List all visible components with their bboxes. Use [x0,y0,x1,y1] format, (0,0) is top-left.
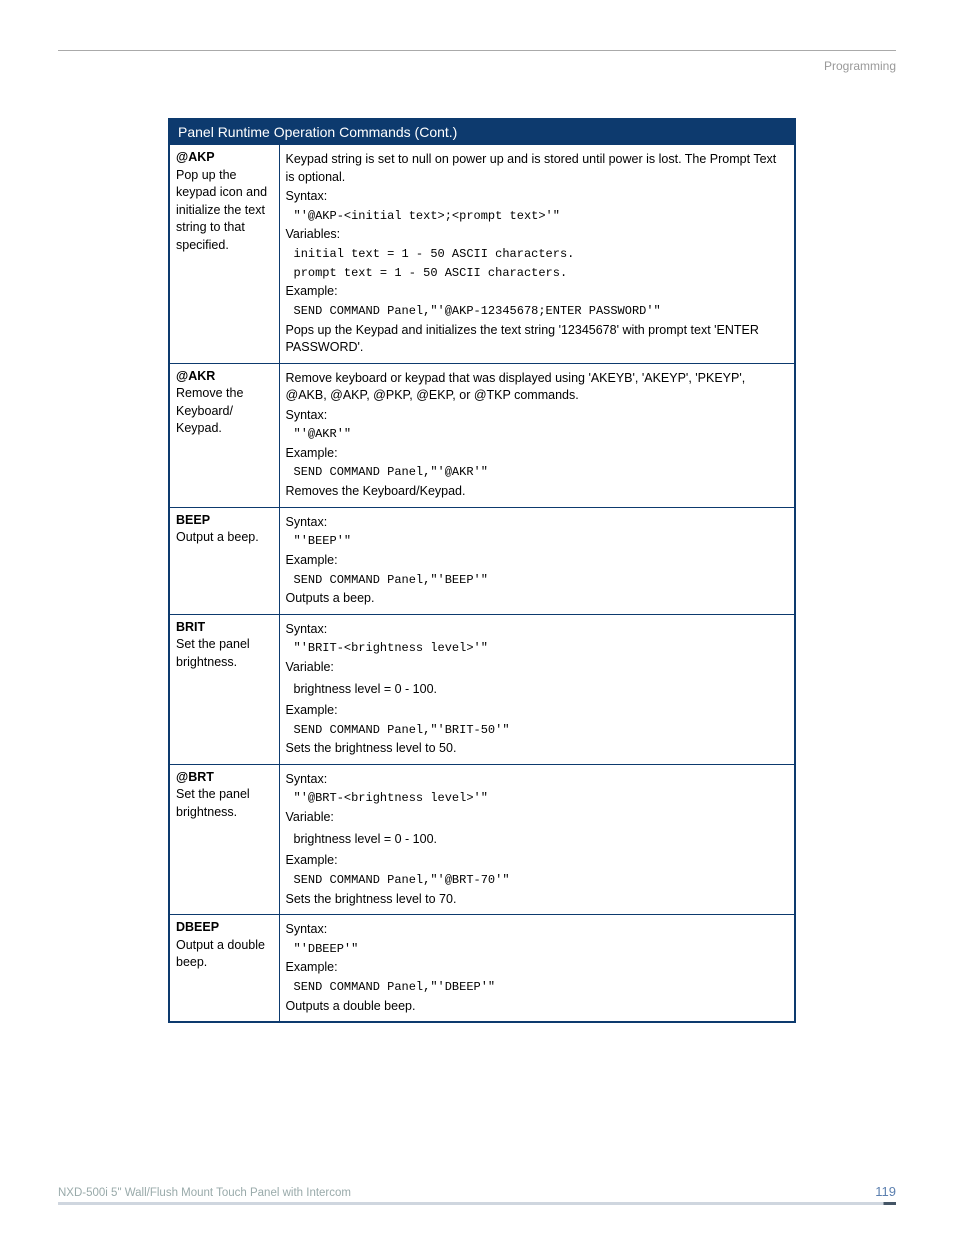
code-line: "'@AKP-<initial text>;<prompt text>'" [286,208,789,225]
command-cell: DBEEPOutput a double beep. [169,915,279,1023]
command-name: BEEP [176,512,273,530]
description-cell: Syntax: "'DBEEP'"Example: SEND COMMAND Pan… [279,915,795,1023]
text-line: Example: [286,702,789,720]
text-line: Outputs a double beep. [286,998,789,1016]
command-summary: Output a double beep. [176,937,273,972]
code-line: SEND COMMAND Panel,"'@BRT-70'" [286,872,789,889]
text-line: Sets the brightness level to 70. [286,891,789,909]
table-row: @BRTSet the panel brightness.Syntax:"'@B… [169,764,795,914]
code-line: "'BEEP'" [286,533,789,550]
code-line: SEND COMMAND Panel,"'@AKP-12345678;ENTER… [286,303,789,320]
text-line: Example: [286,283,789,301]
description-cell: Keypad string is set to null on power up… [279,145,795,364]
description-cell: Syntax:"'BEEP'" Example: SEND COMMAND Pane… [279,507,795,614]
code-line: prompt text = 1 - 50 ASCII characters. [286,265,789,282]
page-footer: NXD-500i 5" Wall/Flush Mount Touch Panel… [58,1184,896,1199]
text-line: Syntax: [286,771,789,789]
command-name: DBEEP [176,919,273,937]
text-line: Example: [286,552,789,570]
command-name: BRIT [176,619,273,637]
code-line: brightness level = 0 - 100. [286,681,789,699]
code-line: SEND COMMAND Panel,"'BEEP'" [286,572,789,589]
description-cell: Remove keyboard or keypad that was displ… [279,363,795,507]
footer-doc-title: NXD-500i 5" Wall/Flush Mount Touch Panel… [58,1187,351,1199]
text-line: Keypad string is set to null on power up… [286,151,789,186]
description-cell: Syntax:"'BRIT-<brightness level>'" Variab… [279,614,795,764]
text-line: Removes the Keyboard/Keypad. [286,483,789,501]
text-line: Sets the brightness level to 50. [286,740,789,758]
command-summary: Remove the Keyboard/ Keypad. [176,385,273,438]
command-summary: Output a beep. [176,529,273,547]
header-divider [58,50,896,51]
code-line: brightness level = 0 - 100. [286,831,789,849]
command-cell: @AKRRemove the Keyboard/ Keypad. [169,363,279,507]
command-cell: @BRTSet the panel brightness. [169,764,279,914]
command-summary: Pop up the keypad icon and initialize th… [176,167,273,255]
section-label: Programming [58,59,896,73]
code-line: SEND COMMAND Panel,"'BRIT-50'" [286,722,789,739]
table-row: @AKRRemove the Keyboard/ Keypad.Remove k… [169,363,795,507]
text-line: Example: [286,959,789,977]
text-line: Example: [286,445,789,463]
table-row: BRITSet the panel brightness.Syntax:"'BR… [169,614,795,764]
command-cell: BRITSet the panel brightness. [169,614,279,764]
text-line: Syntax: [286,621,789,639]
code-line: "'DBEEP'" [286,941,789,958]
table-row: @AKPPop up the keypad icon and initializ… [169,145,795,364]
text-line: Syntax: [286,514,789,532]
code-line: "'@AKR'" [286,426,789,443]
text-line: Syntax: [286,188,789,206]
commands-table: Panel Runtime Operation Commands (Cont.)… [168,118,796,1023]
command-name: @AKP [176,149,273,167]
text-line: Variable: [286,809,789,827]
code-line: "'BRIT-<brightness level>'" [286,640,789,657]
table-row: BEEPOutput a beep. Syntax:"'BEEP'" Example… [169,507,795,614]
code-line: SEND COMMAND Panel,"'@AKR'" [286,464,789,481]
table-header: Panel Runtime Operation Commands (Cont.) [169,119,795,145]
footer-divider [58,1202,896,1205]
page-number: 119 [875,1184,896,1199]
code-line: SEND COMMAND Panel,"'DBEEP'" [286,979,789,996]
text-line: Variable: [286,659,789,677]
text-line: Variables: [286,226,789,244]
command-name: @AKR [176,368,273,386]
description-cell: Syntax:"'@BRT-<brightness level>'" Variab… [279,764,795,914]
text-line: Outputs a beep. [286,590,789,608]
command-cell: BEEPOutput a beep. [169,507,279,614]
text-line: Syntax: [286,921,789,939]
text-line: Example: [286,852,789,870]
text-line: Pops up the Keypad and initializes the t… [286,322,789,357]
text-line: Syntax: [286,407,789,425]
code-line: initial text = 1 - 50 ASCII characters. [286,246,789,263]
command-summary: Set the panel brightness. [176,636,273,671]
command-name: @BRT [176,769,273,787]
code-line: "'@BRT-<brightness level>'" [286,790,789,807]
table-row: DBEEPOutput a double beep. Syntax: "'DBEEP… [169,915,795,1023]
text-line: Remove keyboard or keypad that was displ… [286,370,789,405]
command-summary: Set the panel brightness. [176,786,273,821]
command-cell: @AKPPop up the keypad icon and initializ… [169,145,279,364]
